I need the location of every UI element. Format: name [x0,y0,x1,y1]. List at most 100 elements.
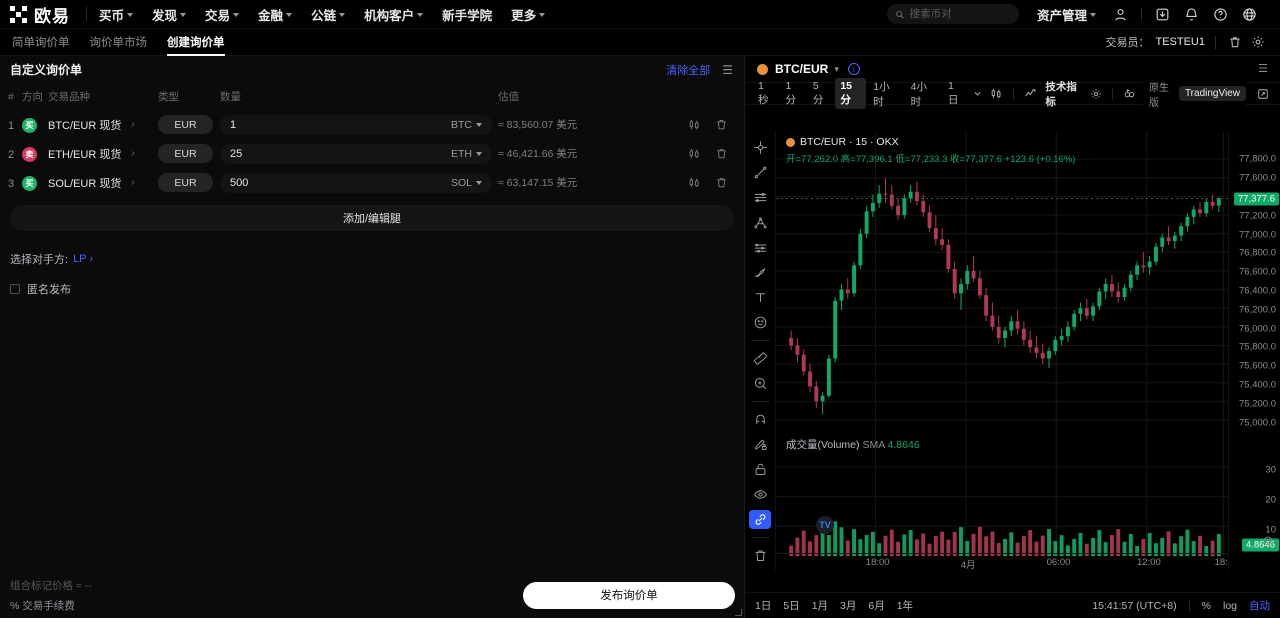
chart-plot[interactable]: BTC/EUR · 15 · OKX 开=77,262.0 高=77,396.1… [776,132,1228,570]
quantity-value[interactable]: 500 [230,176,249,189]
indicators-icon[interactable] [1021,87,1040,100]
tab-simple-rfq[interactable]: 简单询价单 [12,37,70,49]
candlestick-icon[interactable] [688,147,701,160]
direction-badge-buy[interactable]: 买 [22,175,37,191]
nav-item-trade[interactable]: 交易 [205,5,240,24]
auto-scale-button[interactable]: 自动 [1249,600,1270,612]
emoji-icon[interactable] [749,313,771,332]
user-icon[interactable] [1112,6,1129,23]
ruler-icon[interactable] [749,349,771,368]
table-row[interactable]: 1 买 BTC/EUR 现货 › EUR 1 BTC ≈ 83,560.07 美元 [0,110,744,139]
range-3m[interactable]: 3月 [840,600,857,612]
tab-create-rfq[interactable]: 创建询价单 [167,29,225,56]
okx-logo[interactable]: 欧易 [10,2,70,27]
nav-item-public-chain[interactable]: 公链 [311,5,346,24]
time-axis[interactable]: 18:00 4月 06:00 12:00 18: [776,553,1228,571]
type-pill[interactable]: EUR [158,173,213,192]
range-1y[interactable]: 1年 [896,600,914,612]
delete-row-icon[interactable] [715,147,728,160]
timeframe-4h[interactable]: 4小时 [910,80,927,108]
candle-type-icon[interactable] [987,87,1006,100]
quantity-unit-select[interactable]: SOL [451,177,482,189]
quantity-unit-select[interactable]: ETH [451,148,482,160]
range-6m[interactable]: 6月 [868,600,885,612]
fib-icon[interactable] [749,238,771,257]
quantity-unit-select[interactable]: BTC [451,119,482,131]
timeframe-1s[interactable]: 1秒 [758,80,769,106]
asset-management-menu[interactable]: 资产管理 [1037,5,1096,24]
chevron-down-icon[interactable] [970,89,985,98]
candlestick-icon[interactable] [688,176,701,189]
resize-handle[interactable] [735,609,742,616]
trash-icon[interactable] [749,546,771,565]
candlestick-icon[interactable] [688,118,701,131]
add-edit-leg-button[interactable]: 添加/编辑腿 [10,205,734,231]
table-row[interactable]: 3 买 SOL/EUR 现货 › EUR 500 SOL ≈ 63,147.15 美… [0,168,744,197]
panel-menu-icon[interactable]: ☰ [722,62,734,77]
view-mode-native[interactable]: 原生版 [1148,82,1169,109]
text-icon[interactable] [749,288,771,307]
download-icon[interactable] [1154,6,1171,23]
nav-item-finance[interactable]: 金融 [258,5,293,24]
range-1d[interactable]: 1日 [755,600,772,612]
lock-icon[interactable] [749,460,771,479]
pitchfork-icon[interactable] [749,213,771,232]
nav-item-academy[interactable]: 新手学院 [442,5,492,24]
gear-icon[interactable] [1249,34,1266,51]
delete-row-icon[interactable] [715,176,728,189]
publish-rfq-button[interactable]: 发布询价单 [523,581,735,609]
timeframe-1h[interactable]: 1小时 [873,80,890,108]
quantity-input-row[interactable]: 1 BTC [220,114,492,135]
range-5d[interactable]: 5日 [783,600,800,612]
fullscreen-icon[interactable] [1254,88,1272,100]
indicators-label[interactable]: 技术指标 [1045,80,1077,108]
direction-badge-buy[interactable]: 买 [22,117,37,133]
quantity-input-row[interactable]: 500 SOL [220,172,492,193]
price-axis[interactable]: 77,800.077,600.077,400.077,200.077,000.0… [1228,132,1280,570]
help-icon[interactable] [1212,6,1229,23]
nav-item-more[interactable]: 更多 [511,5,546,24]
quantity-value[interactable]: 25 [230,147,243,160]
chart-settings-icon[interactable] [1262,535,1274,550]
link-icon[interactable] [749,510,771,529]
timeframe-1m[interactable]: 1分 [785,80,796,106]
replay-icon[interactable] [1120,87,1139,100]
timeframe-1d[interactable]: 1日 [947,80,959,106]
search-input[interactable] [909,8,1011,20]
percent-scale-button[interactable]: % [1201,599,1211,612]
nav-item-buy-crypto[interactable]: 买币 [99,5,134,24]
checkbox-box[interactable] [10,284,20,294]
range-1m[interactable]: 1月 [811,600,829,612]
chart-menu-icon[interactable]: ☰ [1258,62,1268,75]
chart-pair-title[interactable]: BTC/EUR [775,62,829,76]
crosshair-icon[interactable] [749,138,771,157]
log-scale-button[interactable]: log [1222,599,1237,612]
symbol-cell[interactable]: ETH/EUR 现货 › [48,146,158,162]
horizontal-lines-icon[interactable] [749,188,771,207]
search-box[interactable] [886,4,1019,24]
magnet-icon[interactable] [749,410,771,429]
counterparty-value[interactable]: LP › [73,253,93,265]
view-mode-tradingview[interactable]: TradingView [1178,86,1246,101]
delete-row-icon[interactable] [715,118,728,131]
table-row[interactable]: 2 卖 ETH/EUR 现货 › EUR 25 ETH ≈ 46,421.66 美元 [0,139,744,168]
bell-icon[interactable] [1183,6,1200,23]
zoom-icon[interactable] [749,374,771,393]
timeframe-15m[interactable]: 15分 [835,78,867,109]
globe-icon[interactable] [1241,6,1258,23]
anonymous-publish-checkbox[interactable]: 匿名发布 [10,281,744,297]
chevron-down-icon[interactable]: ▾ [834,63,839,74]
info-icon[interactable]: i [847,63,860,75]
tab-rfq-market[interactable]: 询价单市场 [89,37,148,49]
trash-icon[interactable] [1226,34,1243,51]
pencil-lock-icon[interactable] [749,435,771,454]
clear-all-button[interactable]: 清除全部 [666,64,711,77]
symbol-cell[interactable]: BTC/EUR 现货 › [48,117,158,133]
nav-item-institutional[interactable]: 机构客户 [364,5,424,24]
timeframe-5m[interactable]: 5分 [812,80,824,106]
type-pill[interactable]: EUR [158,115,213,134]
gear-icon[interactable] [1087,88,1105,100]
symbol-cell[interactable]: SOL/EUR 现货 › [48,175,158,191]
brush-icon[interactable] [749,263,771,282]
trendline-icon[interactable] [749,163,771,182]
